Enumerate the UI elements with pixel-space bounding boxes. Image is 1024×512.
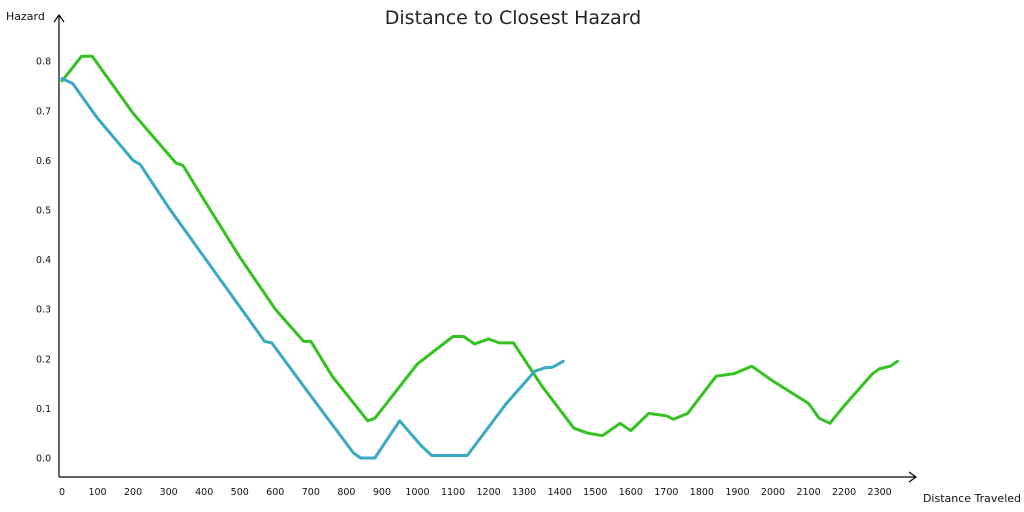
y-tick-label: 0.2 [36,354,51,365]
x-tick-label: 1600 [619,487,643,498]
x-tick-label: 400 [195,487,213,498]
y-tick-label: 0.7 [36,106,51,117]
x-tick-label: 1100 [441,487,465,498]
x-tick-label: 1200 [477,487,501,498]
series-line-2 [60,77,565,460]
x-tick-label: 2100 [796,487,820,498]
x-axis [59,471,918,483]
x-tick-label: 100 [88,487,106,498]
x-tick-label: 1800 [690,487,714,498]
series-lines [60,54,899,460]
y-tick-label: 0.6 [36,156,51,167]
x-tick-label: 1400 [548,487,572,498]
y-tick-label: 0.8 [36,57,51,68]
x-tick-label: 1700 [654,487,678,498]
x-tick-label: 1900 [725,487,749,498]
chart-title: Distance to Closest Hazard [385,7,641,29]
x-tick-label: 1300 [512,487,536,498]
series-line-1 [60,54,899,438]
y-tick-label: 0.4 [36,255,51,266]
x-tick-labels: 0 100 200 300 400 500 600 700 800 900 1000 1100 1200… [59,487,892,498]
x-tick-label: 2300 [868,487,892,498]
x-tick-label: 1500 [583,487,607,498]
x-tick-label: 900 [373,487,391,498]
y-tick-label: 0.0 [36,454,51,465]
x-tick-label: 500 [231,487,249,498]
y-tick-labels: 0.0 0.1 0.2 0.3 0.4 0.5 0.6 0.7 0.8 [36,57,51,465]
x-tick-label: 300 [160,487,178,498]
x-tick-label: 2200 [832,487,856,498]
y-tick-label: 0.1 [36,404,51,415]
y-tick-label: 0.5 [36,206,51,217]
y-tick-label: 0.3 [36,305,51,316]
y-axis-label: Hazard [6,10,45,23]
x-tick-label: 600 [266,487,284,498]
x-tick-label: 2000 [761,487,785,498]
x-tick-label: 1000 [405,487,429,498]
x-tick-label: 800 [337,487,355,498]
x-tick-label: 0 [59,487,65,498]
x-tick-label: 700 [302,487,320,498]
x-axis-label: Distance Traveled [923,492,1021,505]
x-tick-label: 200 [124,487,142,498]
y-axis [53,13,65,477]
